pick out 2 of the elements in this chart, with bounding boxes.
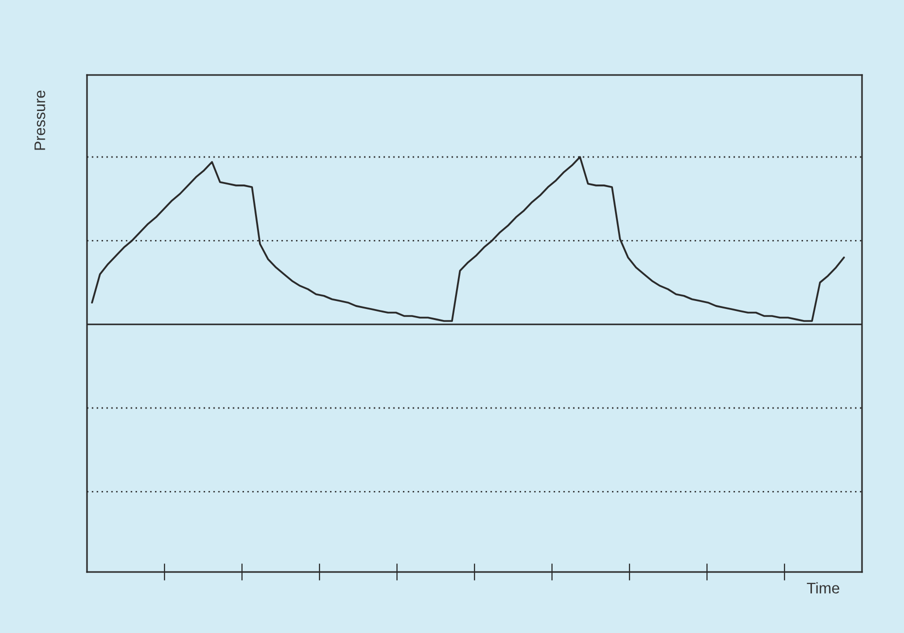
y-axis-title: Pressure	[34, 90, 46, 150]
text: Time	[806, 582, 840, 594]
